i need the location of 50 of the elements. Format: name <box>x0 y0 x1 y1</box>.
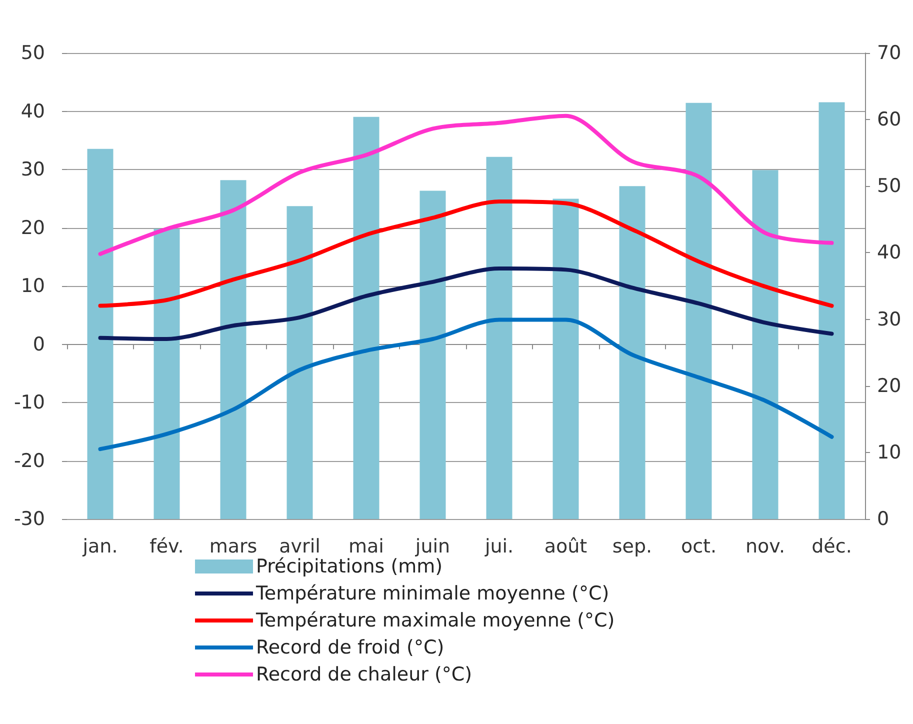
bar <box>686 102 712 519</box>
x-tick-label: avril <box>279 536 320 558</box>
legend-label: Température maximale moyenne (°C) <box>255 610 615 632</box>
x-tick-label: juin <box>414 536 450 558</box>
legend-label: Record de froid (°C) <box>256 636 444 658</box>
line-series <box>98 266 834 342</box>
y-tick-label: 40 <box>20 100 45 122</box>
bar <box>752 170 778 519</box>
line-series <box>98 114 834 256</box>
bar <box>87 148 114 519</box>
x-tick-label: août <box>544 536 588 558</box>
y2-tick-label: 50 <box>877 175 902 198</box>
x-tick-label: mai <box>348 536 384 558</box>
x-tick-label: jan. <box>82 536 118 558</box>
y-tick-label: 30 <box>20 158 45 180</box>
y-tick-label: 50 <box>20 42 45 64</box>
line-series <box>98 200 834 308</box>
legend-label: Record de chaleur (°C) <box>256 664 472 686</box>
bar <box>818 102 845 519</box>
bar <box>619 186 646 519</box>
y2-tick-label: 60 <box>877 108 902 131</box>
bar <box>353 116 380 519</box>
bar <box>486 156 512 519</box>
x-tick-label: fév. <box>150 536 184 558</box>
y2-tick-label: 10 <box>877 441 902 464</box>
x-tick-label: mars <box>209 536 258 558</box>
bar <box>286 206 313 519</box>
y2-tick-label: 30 <box>877 308 902 330</box>
x-tick-label: déc. <box>812 536 852 558</box>
y2-tick-label: 40 <box>877 242 902 264</box>
y-tick-label: 10 <box>20 275 45 297</box>
bar <box>420 190 446 519</box>
bar <box>552 198 579 519</box>
x-tick-label: sep. <box>612 536 652 558</box>
y-tick-label: -30 <box>14 508 45 530</box>
x-tick-label: oct. <box>680 536 717 558</box>
line-series <box>98 318 834 452</box>
y-tick-label: 0 <box>32 333 45 356</box>
y-tick-label: -20 <box>14 450 45 472</box>
legend-label: Précipitations (mm) <box>256 556 443 578</box>
y2-tick-label: 70 <box>877 42 902 64</box>
legend-label: Température minimale moyenne (°C) <box>255 582 610 604</box>
x-tick-label: nov. <box>746 536 785 558</box>
y-tick-label: 20 <box>20 216 45 239</box>
y2-tick-label: 20 <box>877 374 902 397</box>
y-tick-label: -10 <box>14 392 45 414</box>
bar <box>220 180 246 519</box>
bar <box>154 228 180 519</box>
x-tick-label: jui. <box>484 536 514 558</box>
y2-tick-label: 0 <box>877 508 890 530</box>
